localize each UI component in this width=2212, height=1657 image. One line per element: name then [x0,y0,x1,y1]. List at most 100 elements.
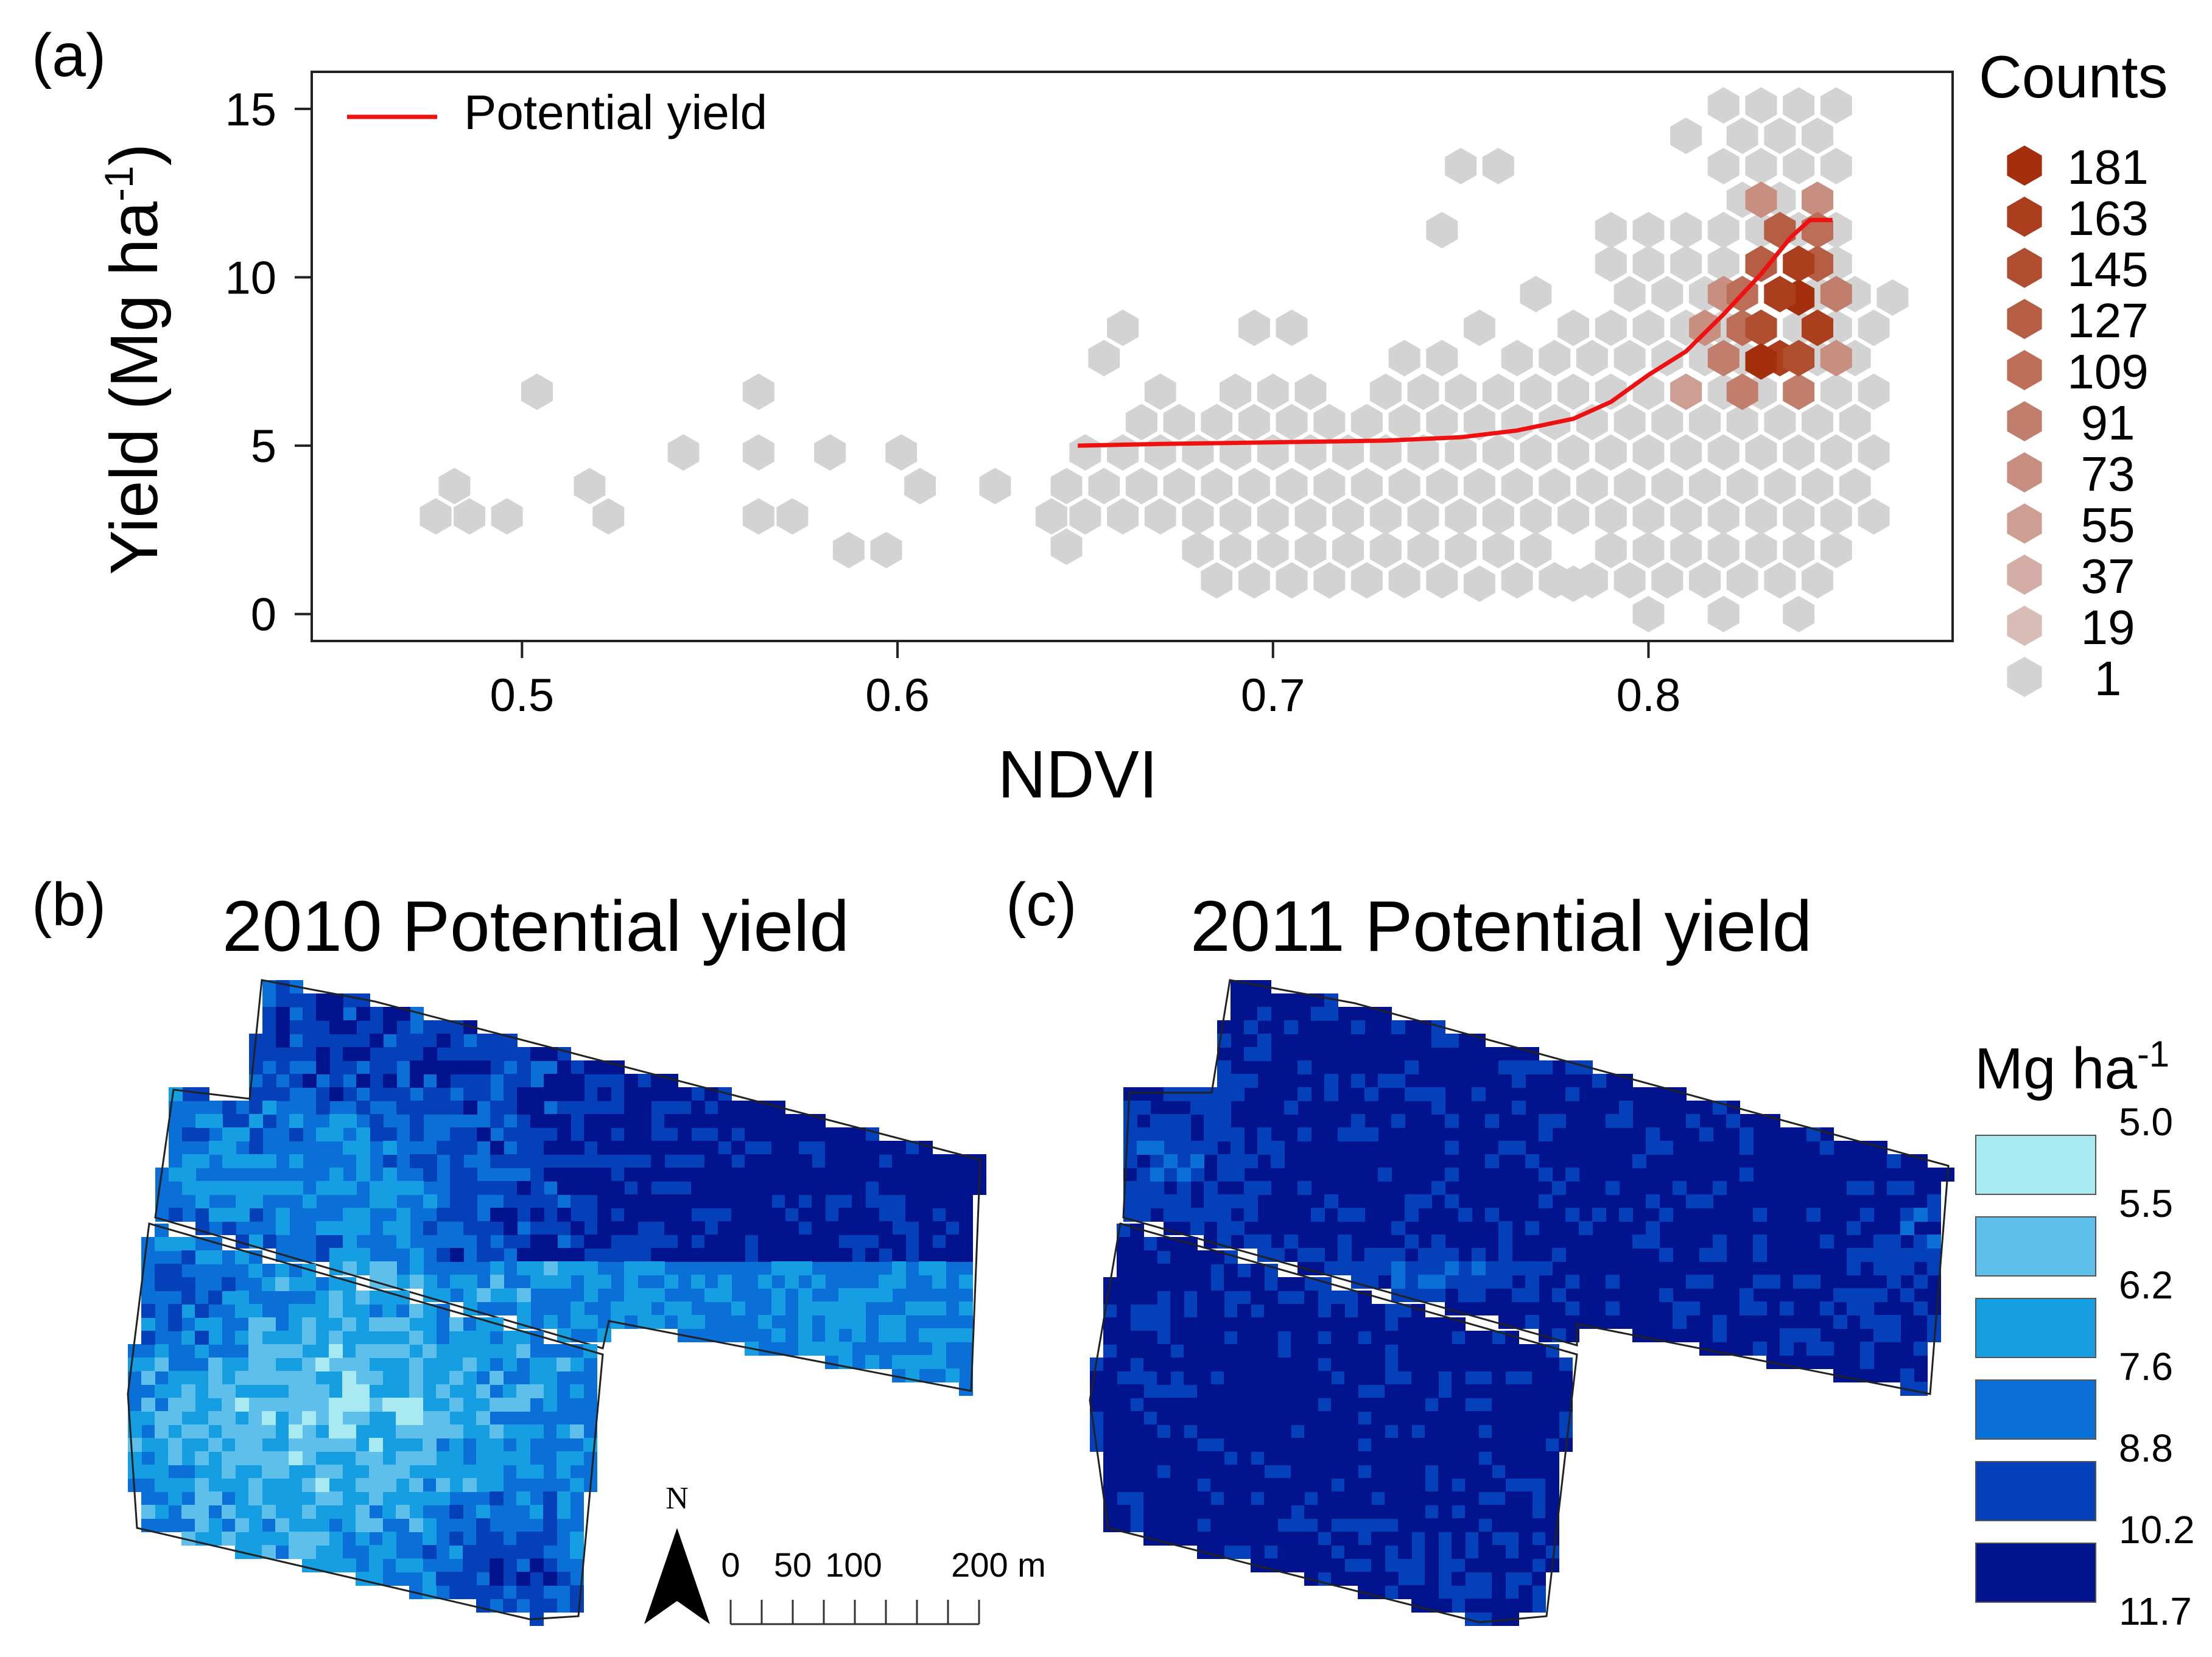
map2010-part0-cells-0 [155,980,973,1396]
counts-legend-swatch-6 [2007,452,2042,492]
hexbin-128 [1595,245,1627,282]
hexbin-34 [1163,404,1195,441]
map-legend-swatch-4 [1975,1461,2096,1521]
map-legend-break-1: 5.5 [2119,1182,2173,1225]
hexbin-131 [1613,468,1646,505]
hexbin-4 [521,373,553,410]
hexbin-65 [1332,498,1364,535]
hexbin-86 [1426,212,1458,248]
hexbin-95 [1464,309,1495,346]
map-legend-swatch-0 [1975,1135,2096,1195]
hexbin-7 [667,434,700,471]
hexbin-134 [1613,276,1646,313]
hexbin-137 [1632,498,1665,535]
map-title-2011: 2011 Potential yield [1190,886,1812,967]
x-tick-label-2: 0.7 [1241,670,1305,721]
hexbin-105 [1520,531,1552,569]
hexbin-50 [1257,498,1289,535]
hexbin-235 [1820,340,1852,377]
hexbin-219 [1820,87,1852,124]
hexbin-177 [1726,117,1758,155]
hexbin-0 [420,498,452,535]
hexbin-layer [420,87,1909,632]
hexbin-96 [1482,531,1514,569]
hexbin-133 [1613,340,1646,377]
counts-legend-title: Counts [1979,43,2168,110]
hexbin-214 [1820,373,1852,410]
map2010-part0-cells-2 [276,993,986,1262]
hexbin-196 [1783,498,1815,535]
hexbin-51 [1257,434,1289,471]
map-legend-title-text: Mg ha [1975,1036,2137,1101]
hexbin-135 [1632,595,1665,632]
hexbin-72 [1369,434,1402,471]
hexbin-18 [1035,498,1067,535]
y-tick-label-0: 0 [251,589,276,641]
hexbin-155 [1670,117,1702,155]
hexbin-101 [1501,562,1533,599]
counts-legend-swatch-0 [2007,145,2042,186]
north-arrow: N [644,1481,710,1624]
hexbin-141 [1632,245,1665,282]
map2011-part0-cells-1 [1123,993,1941,1396]
north-arrow-left [644,1528,677,1624]
counts-legend-label-9: 19 [2081,600,2135,654]
hexbin-38 [1201,562,1233,599]
map-2011 [1089,979,1954,1626]
map-2010 [127,979,986,1626]
scale-label-200: 200 m [951,1546,1046,1584]
scale-bar: 0 50 100 200 m [721,1546,1046,1625]
hexbin-103 [1501,404,1533,441]
hexbin-90 [1445,373,1477,410]
hexbin-17 [979,468,1011,505]
scale-label-0: 0 [721,1546,740,1584]
potential-yield-line [1078,217,1833,448]
hexbin-187 [1764,562,1796,599]
plot-frame [311,71,1954,642]
x-tick-label-1: 0.6 [865,670,930,721]
hexbin-53 [1276,562,1308,599]
hexbin-247 [1783,245,1815,282]
hexbin-3 [491,498,523,535]
hexbin-107 [1520,434,1552,471]
hexbin-138 [1632,434,1665,471]
hexbin-41 [1220,531,1252,569]
x-tick-label-3: 0.8 [1617,670,1681,721]
hexbin-73 [1369,373,1402,410]
hexbin-169 [1707,147,1740,184]
hexbin-236 [1820,276,1852,313]
x-axis: 0.5 0.6 0.7 0.8 [490,641,1681,721]
hexbin-226 [1858,373,1890,410]
hexbin-125 [1595,434,1627,471]
counts-legend-swatch-2 [2007,248,2042,288]
hexbin-89 [1445,434,1477,471]
hexbin-194 [1783,595,1815,632]
hexbin-116 [1557,434,1590,471]
hexbin-213 [1820,434,1852,471]
hexbin-127 [1595,309,1627,346]
map-legend-swatch-2 [1975,1298,2096,1358]
counts-legend-swatch-3 [2007,299,2042,339]
panel-label-b: (b) [32,871,106,939]
hexbin-12 [814,434,846,471]
counts-legend-label-2: 145 [2067,242,2148,296]
hexbin-24 [1088,340,1120,377]
hexbin-29 [1125,404,1157,441]
map2010-part1-cells-3 [128,1277,584,1559]
y-axis: 0 5 10 15 [225,84,312,641]
hexbin-238 [1726,373,1758,410]
hexbin-142 [1632,212,1665,248]
hexbin-98 [1482,434,1514,471]
hexbin-48 [1238,309,1270,346]
hexbin-20 [1050,468,1083,505]
hexbin-123 [1595,531,1627,569]
hexbin-68 [1351,468,1383,505]
hexbin-97 [1482,498,1514,535]
hexbin-147 [1651,276,1684,313]
hexbin-126 [1595,373,1627,410]
hexbin-71 [1369,498,1402,535]
counts-legend-label-5: 91 [2081,396,2135,450]
hexbin-49 [1257,531,1289,569]
counts-legend-swatch-5 [2007,401,2042,441]
